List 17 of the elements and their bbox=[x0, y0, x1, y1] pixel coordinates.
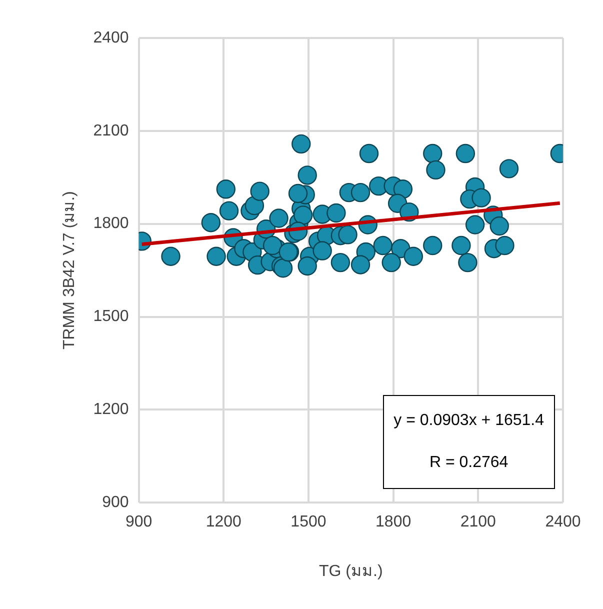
y-tick-label: 1800 bbox=[93, 215, 129, 232]
y-tick-label: 900 bbox=[102, 494, 129, 512]
y-tick-label: 2100 bbox=[93, 122, 129, 140]
x-tick-label: 2400 bbox=[545, 514, 581, 531]
annotation: R = 0.2764 bbox=[428, 452, 510, 473]
x-tick-label: 1800 bbox=[376, 514, 412, 531]
x-tick-label: 900 bbox=[125, 514, 152, 531]
x-tick-label: 2100 bbox=[460, 514, 496, 531]
annotation: y = 0.0903x + 1651.4 bbox=[394, 410, 544, 431]
y-tick-label: 1500 bbox=[93, 308, 129, 326]
x-tick-label: 1200 bbox=[206, 514, 242, 531]
x-tick-label: 1500 bbox=[290, 514, 326, 531]
x-axis-title: TG (มม.) bbox=[319, 562, 383, 580]
y-axis-title: TRMM 3B42 V.7 (มม.) bbox=[61, 191, 78, 350]
y-tick-label: 2400 bbox=[93, 29, 129, 46]
equation-box: y = 0.0903x + 1651.4 R = 0.2764 bbox=[382, 394, 555, 489]
y-tick-label: 1200 bbox=[93, 401, 129, 418]
